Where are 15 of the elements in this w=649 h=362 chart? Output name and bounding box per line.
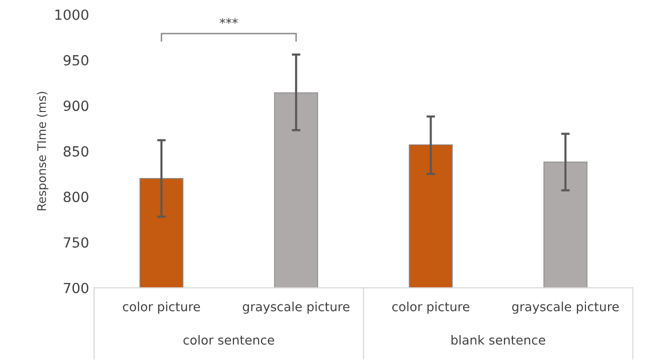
x-tick-label: color picture <box>122 302 200 314</box>
y-tick-label: 800 <box>64 192 88 202</box>
x-tick-label: grayscale picture <box>242 302 350 314</box>
x-tick-label: color picture <box>392 302 470 314</box>
annotation: *** <box>220 18 238 24</box>
y-tick-label: 900 <box>64 100 88 112</box>
y-axis-title: Response TIme (ms) <box>36 92 48 210</box>
text: color sentence <box>183 335 274 345</box>
y-tick-label: 1000 <box>55 9 88 20</box>
y-tick-label: 950 <box>64 55 88 66</box>
text: blank sentence <box>452 335 546 345</box>
y-tick-label: 750 <box>64 237 88 248</box>
y-tick-label: 850 <box>64 146 88 157</box>
y-tick-label: 700 <box>64 282 88 294</box>
x-tick-label: grayscale picture <box>512 302 619 314</box>
